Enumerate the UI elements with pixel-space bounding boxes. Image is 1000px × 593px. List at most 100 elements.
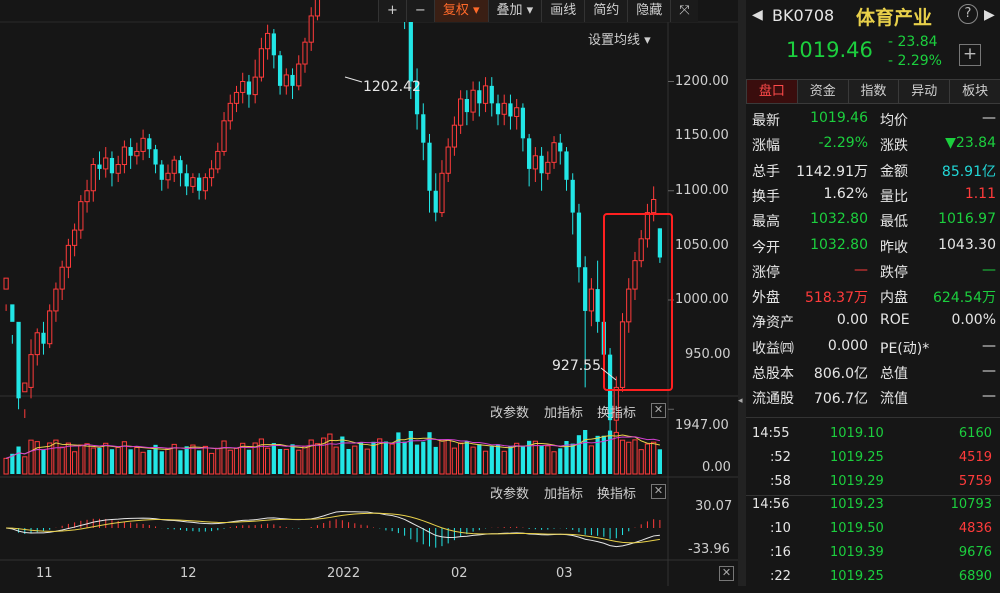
fullscreen-icon[interactable]: ⤧ [670,0,697,22]
add-watchlist-button[interactable]: + [959,44,981,66]
tab-bankuai[interactable]: 板块 [949,79,1000,104]
tick-volume: 6160 [958,426,992,441]
candle-body [97,164,102,169]
vol-swap-indicator-button[interactable]: 换指标 [597,406,637,421]
volume-bar [340,436,345,474]
quote-value: — [982,363,996,379]
tab-zhishu[interactable]: 指数 [847,79,900,104]
volume-bar [352,445,358,475]
kline-chart-panel[interactable]: + − 复权 ▾ 叠加 ▾ 画线 简约 隐藏 ⤧ 设置均线 ▾ 1200.00 … [0,0,738,586]
overlay-dropdown[interactable]: 叠加 ▾ [487,0,542,22]
vol-add-indicator-button[interactable]: 加指标 [544,406,584,421]
simple-mode-button[interactable]: 简约 [584,0,627,22]
quote-label: 最高 [752,214,780,231]
volume-bar [233,447,240,475]
date-tick: 12 [180,566,197,581]
candle-body [34,332,40,356]
quote-label: 金额 [880,163,908,180]
chart-close-icon[interactable]: ✕ [719,566,734,581]
volume-bar [41,449,46,474]
volume-bar [97,447,102,474]
next-arrow-icon[interactable]: ▶ [984,7,995,23]
volume-bar [59,446,65,475]
divider [746,417,1000,418]
candle-body [227,102,233,122]
quote-label: ROE [880,312,910,329]
price-tick: 1150.00 [675,128,729,143]
tick-time: :10 [770,521,791,537]
candle-body [477,90,482,104]
quote-value: — [982,388,996,405]
zoom-out-button[interactable]: − [405,0,434,22]
volume-bar [184,446,189,474]
highlight-box [603,213,673,391]
tab-pankou[interactable]: 盘口 [746,79,798,104]
volume-bar [433,446,438,474]
quote-value: 1019.46 [810,110,868,126]
candle-body [464,98,469,113]
volume-bar [153,444,158,474]
volume-bar [501,450,507,475]
volume-bar [644,443,651,475]
candle-body [296,63,302,87]
tick-price: 1019.39 [830,545,884,560]
volume-bar [314,443,321,475]
collapse-arrow-icon[interactable]: ◂ [738,396,743,406]
volume-bar [65,442,71,475]
macd-params-button[interactable]: 改参数 [490,487,530,502]
volume-bar [346,449,351,474]
candle-body [16,321,21,399]
hide-button[interactable]: 隐藏 [627,0,670,22]
tick-time: :52 [770,449,791,465]
fuquan-dropdown[interactable]: 复权 ▾ [433,0,488,22]
candle-body [190,177,196,187]
volume-bar [16,446,21,474]
volume-bar [53,439,59,475]
price-tick: 1000.00 [675,292,729,307]
ma-setting-button[interactable]: 设置均线 ▾ [588,33,651,48]
high-price-label: 1202.42 [363,79,421,95]
candle-body [470,89,476,113]
volume-bar [371,441,376,474]
prev-arrow-icon[interactable]: ◀ [752,7,763,23]
tick-row: :22 1019.25 6890 [746,569,1000,593]
volume-bar [613,431,619,475]
macd-close-icon[interactable]: ✕ [651,484,666,499]
chart-toolbar: + − 复权 ▾ 叠加 ▾ 画线 简约 隐藏 ⤧ [378,0,698,22]
candle-body [458,98,464,126]
macd-swap-indicator-button[interactable]: 换指标 [597,487,637,502]
tick-volume: 5759 [958,473,992,489]
overlay-label: 叠加 [496,3,523,18]
kline-svg[interactable] [0,0,738,586]
macd-add-indicator-button[interactable]: 加指标 [544,487,584,502]
draw-line-button[interactable]: 画线 [541,0,584,22]
volume-bar [657,449,662,474]
volume-bar [383,441,389,474]
panel-splitter[interactable]: ◂ [738,0,746,586]
volume-bar [147,449,152,474]
tick-row: 14:56 1019.23 10793 [746,497,1000,521]
macd-dea-line [6,512,660,544]
volume-bar [28,439,34,475]
candle-body [445,146,451,174]
vol-close-icon[interactable]: ✕ [651,403,666,418]
zoom-in-button[interactable]: + [378,0,406,22]
vol-params-button[interactable]: 改参数 [490,406,530,421]
candle-body [28,354,34,388]
tab-zijin[interactable]: 资金 [796,79,849,104]
info-icon[interactable]: ? [958,4,978,24]
volume-bar [377,438,383,475]
volume-bar [558,448,563,474]
tab-yidong[interactable]: 异动 [898,79,951,104]
volume-bar [252,442,258,475]
volume-bar [22,456,28,475]
candle-body [482,85,489,104]
quote-value: 1032.80 [810,211,868,228]
volume-bar [482,450,489,475]
volume-bar [140,451,146,475]
quote-value: 1032.80 [810,236,868,253]
volume-bar [532,440,538,475]
candle-body [626,288,632,323]
volume-bar [470,446,476,475]
high-arrow [344,76,363,83]
